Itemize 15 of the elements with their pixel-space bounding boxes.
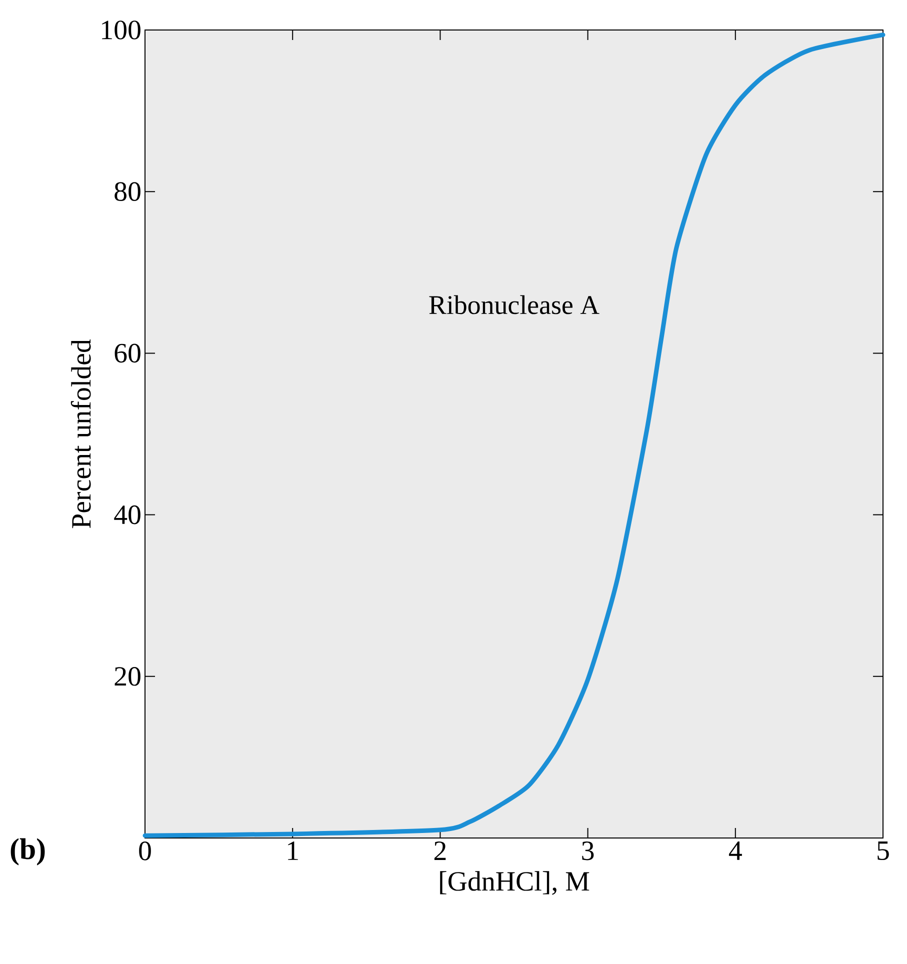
y-axis-title: Percent unfolded: [70, 339, 91, 528]
x-tick-label: 1: [288, 842, 298, 860]
x-tick-label: 0: [139, 842, 151, 860]
x-tick-label: 5: [878, 842, 889, 860]
x-tick-label: 4: [728, 842, 742, 860]
text: Ribonuclease A: [429, 295, 600, 314]
x-axis-title: [GdnHCl], M: [440, 871, 590, 895]
y-tick-label: 80: [114, 182, 140, 201]
y-tick-label: 100: [102, 20, 140, 40]
x-tick-label: 2: [434, 842, 446, 860]
y-tick-label: 20: [114, 666, 140, 686]
x-tick-label: 3: [582, 842, 594, 860]
y-tick-label: 60: [114, 344, 140, 363]
text: (b): [10, 838, 45, 866]
y-tick-label: 40: [114, 505, 140, 524]
